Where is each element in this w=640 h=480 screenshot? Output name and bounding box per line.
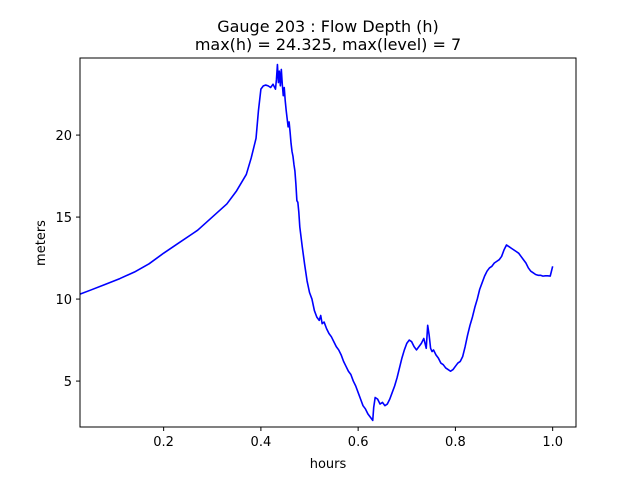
y-tick-label: 10 bbox=[55, 293, 72, 308]
x-axis-label: hours bbox=[310, 457, 347, 472]
series-line bbox=[79, 63, 554, 422]
x-tick-label: 0.6 bbox=[348, 435, 369, 450]
x-axis-ticks: 0.2 0.4 0.6 0.8 1.0 bbox=[153, 427, 563, 450]
x-tick-label: 0.8 bbox=[445, 435, 466, 450]
plot-area bbox=[79, 57, 577, 428]
axes-frame bbox=[79, 57, 577, 428]
x-tick-label: 0.4 bbox=[251, 435, 272, 450]
x-tick-label: 0.2 bbox=[153, 435, 174, 450]
chart-title: Gauge 203 : Flow Depth (h) bbox=[217, 17, 439, 36]
y-axis-ticks: 5 10 15 20 bbox=[55, 129, 80, 390]
y-tick-label: 20 bbox=[55, 129, 72, 144]
x-tick-label: 1.0 bbox=[542, 435, 563, 450]
y-tick-label: 5 bbox=[64, 375, 72, 390]
y-tick-label: 15 bbox=[55, 211, 72, 226]
y-axis-label: meters bbox=[34, 220, 49, 266]
chart-subtitle: max(h) = 24.325, max(level) = 7 bbox=[195, 35, 461, 54]
